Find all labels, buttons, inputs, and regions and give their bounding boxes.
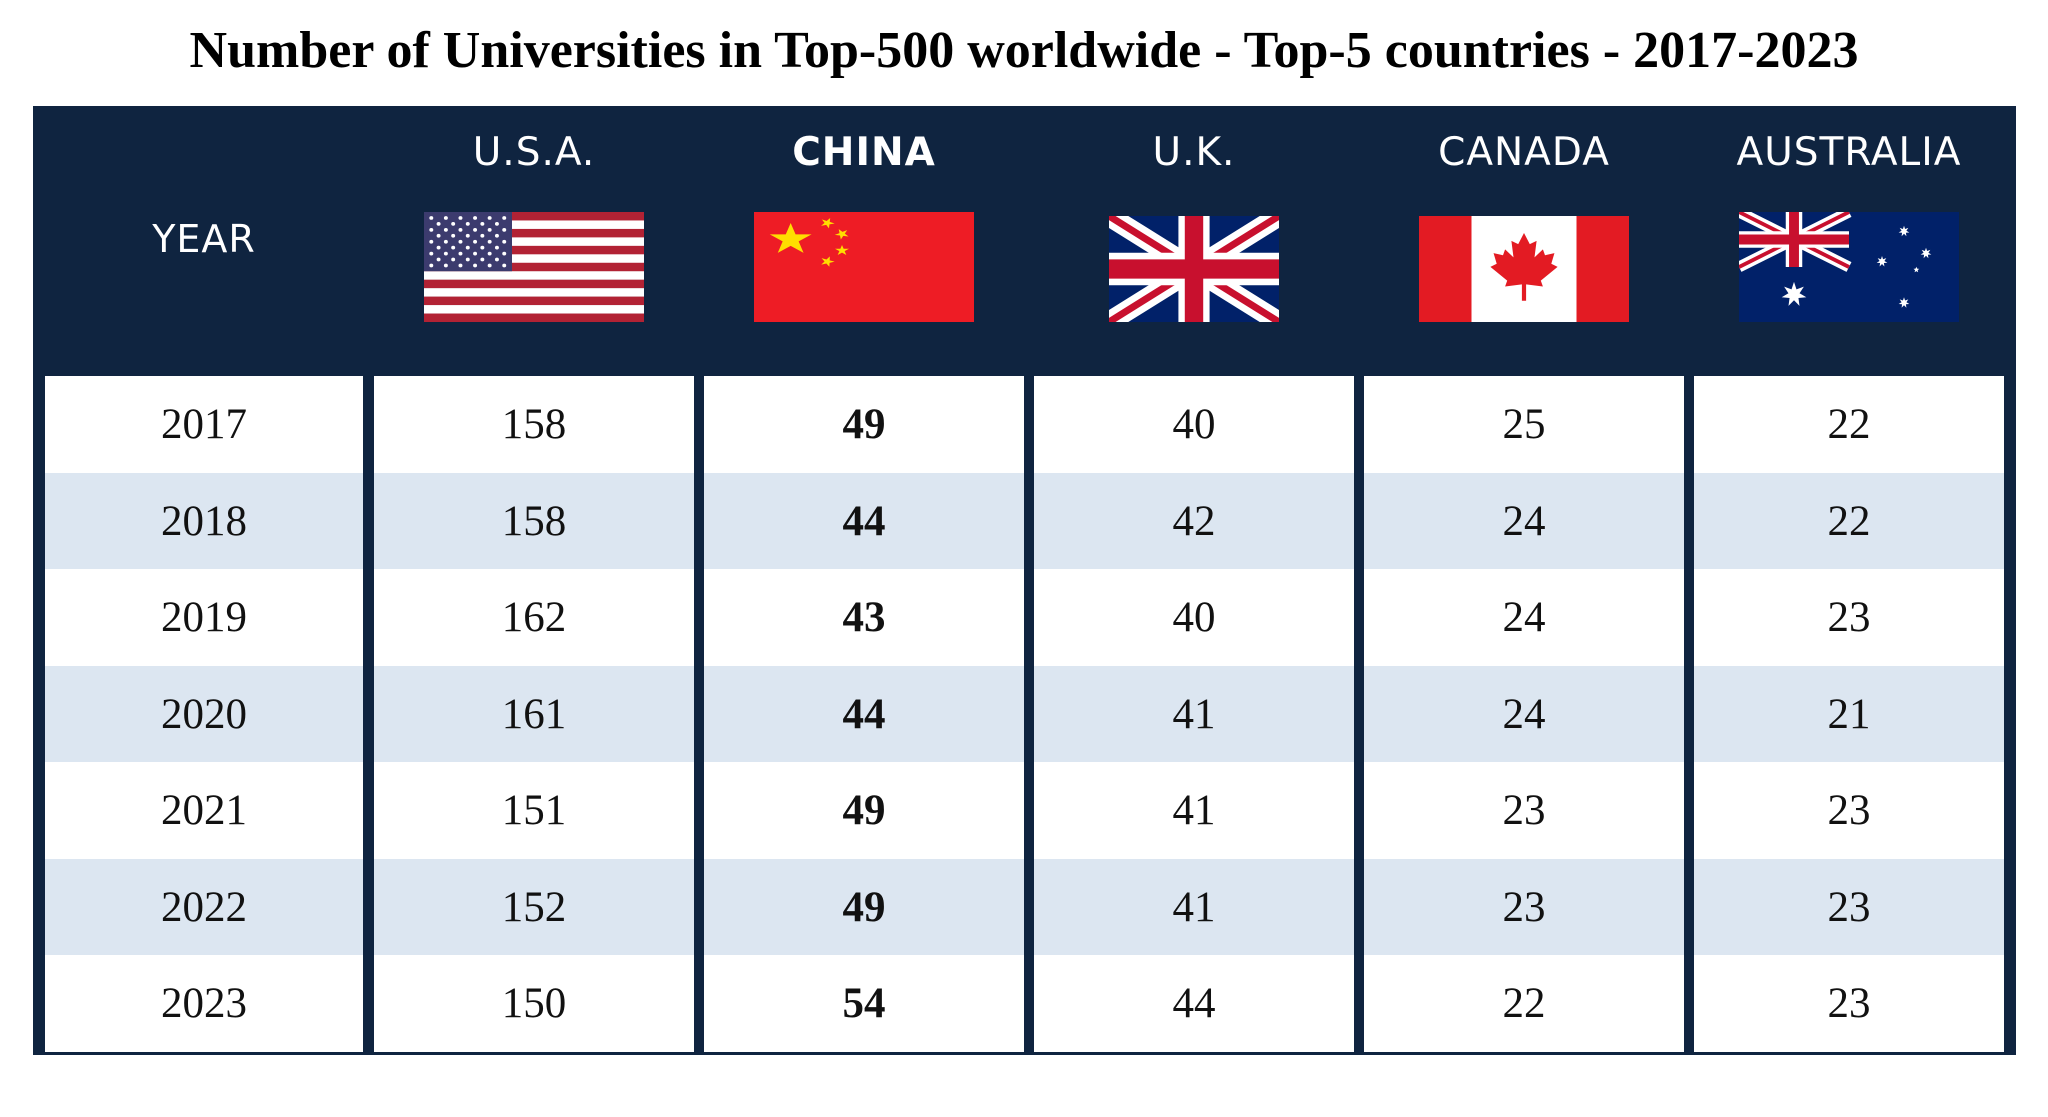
value-cell-canada: 23	[1364, 762, 1684, 860]
header-cell-canada: CANADA	[1364, 106, 1684, 372]
value-cell-uk: 40	[1034, 376, 1354, 474]
value-cell-usa: 158	[374, 472, 694, 570]
value-cell-usa: 162	[374, 569, 694, 667]
value-cell-china: 43	[704, 569, 1024, 667]
value-cell-china: 44	[704, 472, 1024, 570]
year-cell: 2017	[45, 376, 363, 474]
year-cell: 2021	[45, 762, 363, 860]
value-cell-china: 49	[704, 376, 1024, 474]
value-cell-china: 49	[704, 762, 1024, 860]
country-header-china: CHINA	[792, 130, 936, 175]
country-header-uk: U.K.	[1152, 130, 1236, 175]
data-table: YEAR U.S.A. CHINA U.K. CANADA AUSTRALIA 2017 15…	[33, 106, 2016, 1055]
value-cell-australia: 21	[1694, 665, 2004, 763]
year-cell: 2023	[45, 955, 363, 1053]
year-cell: 2022	[45, 858, 363, 956]
header-cell-uk: U.K.	[1034, 106, 1354, 372]
china-flag-icon	[754, 212, 974, 322]
value-cell-canada: 22	[1364, 955, 1684, 1053]
country-header-canada: CANADA	[1438, 130, 1610, 175]
year-column-header: YEAR	[152, 217, 256, 261]
value-cell-canada: 24	[1364, 665, 1684, 763]
value-cell-uk: 40	[1034, 569, 1354, 667]
value-cell-canada: 23	[1364, 858, 1684, 956]
uk-flag-icon	[1109, 216, 1279, 322]
value-cell-australia: 22	[1694, 472, 2004, 570]
value-cell-usa: 158	[374, 376, 694, 474]
value-cell-australia: 23	[1694, 569, 2004, 667]
value-cell-australia: 23	[1694, 955, 2004, 1053]
year-cell: 2020	[45, 665, 363, 763]
value-cell-australia: 23	[1694, 858, 2004, 956]
header-cell-year: YEAR	[45, 106, 363, 372]
country-header-australia: AUSTRALIA	[1736, 130, 1962, 175]
value-cell-uk: 42	[1034, 472, 1354, 570]
canada-flag-icon	[1419, 216, 1629, 322]
header-cell-australia: AUSTRALIA	[1694, 106, 2004, 372]
value-cell-usa: 150	[374, 955, 694, 1053]
chart-title: Number of Universities in Top-500 worldw…	[189, 22, 1859, 79]
value-cell-canada: 24	[1364, 472, 1684, 570]
usa-flag-icon	[424, 212, 644, 322]
value-cell-canada: 25	[1364, 376, 1684, 474]
value-cell-uk: 44	[1034, 955, 1354, 1053]
header-cell-usa: U.S.A.	[374, 106, 694, 372]
value-cell-china: 44	[704, 665, 1024, 763]
value-cell-australia: 22	[1694, 376, 2004, 474]
value-cell-canada: 24	[1364, 569, 1684, 667]
value-cell-usa: 151	[374, 762, 694, 860]
value-cell-uk: 41	[1034, 858, 1354, 956]
value-cell-uk: 41	[1034, 665, 1354, 763]
year-cell: 2019	[45, 569, 363, 667]
value-cell-australia: 23	[1694, 762, 2004, 860]
value-cell-china: 49	[704, 858, 1024, 956]
value-cell-uk: 41	[1034, 762, 1354, 860]
value-cell-china: 54	[704, 955, 1024, 1053]
value-cell-usa: 161	[374, 665, 694, 763]
australia-flag-icon	[1739, 212, 1959, 322]
country-header-usa: U.S.A.	[472, 130, 596, 175]
value-cell-usa: 152	[374, 858, 694, 956]
header-cell-china: CHINA	[704, 106, 1024, 372]
year-cell: 2018	[45, 472, 363, 570]
